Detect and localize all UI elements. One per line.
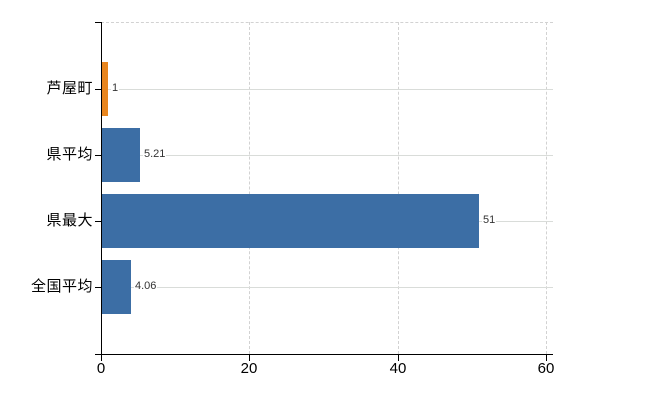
plot-top-border bbox=[101, 22, 553, 23]
value-label: 5.21 bbox=[143, 148, 167, 161]
x-tick-label: 60 bbox=[537, 360, 555, 377]
y-axis-tick bbox=[95, 155, 101, 156]
x-axis-tick bbox=[249, 354, 250, 361]
x-tick-label: 20 bbox=[240, 360, 258, 377]
category-label: 芦屋町 bbox=[46, 80, 93, 97]
category-gridline bbox=[101, 287, 553, 288]
bar[interactable] bbox=[102, 128, 140, 182]
x-axis-tick bbox=[546, 354, 547, 361]
category-gridline bbox=[101, 155, 553, 156]
y-axis-tick bbox=[95, 221, 101, 222]
bar[interactable] bbox=[102, 194, 479, 248]
x-tick-label: 0 bbox=[96, 360, 106, 377]
y-axis-tick bbox=[95, 89, 101, 90]
x-axis-line bbox=[95, 354, 553, 355]
value-label: 51 bbox=[482, 214, 497, 227]
bar[interactable] bbox=[102, 260, 131, 314]
x-gridline bbox=[398, 22, 399, 354]
x-gridline bbox=[249, 22, 250, 354]
value-label: 4.06 bbox=[134, 280, 158, 293]
bar[interactable] bbox=[102, 62, 108, 116]
y-axis-end-tick bbox=[95, 22, 101, 23]
y-axis-tick bbox=[95, 287, 101, 288]
value-label: 1 bbox=[111, 82, 120, 95]
category-label: 県最大 bbox=[46, 212, 93, 229]
category-label: 県平均 bbox=[46, 146, 93, 163]
category-gridline bbox=[101, 89, 553, 90]
category-label: 全国平均 bbox=[30, 278, 93, 295]
x-gridline bbox=[546, 22, 547, 354]
x-tick-label: 40 bbox=[389, 360, 407, 377]
y-axis-line bbox=[101, 22, 102, 354]
x-axis-tick bbox=[398, 354, 399, 361]
x-axis-tick bbox=[101, 354, 102, 361]
